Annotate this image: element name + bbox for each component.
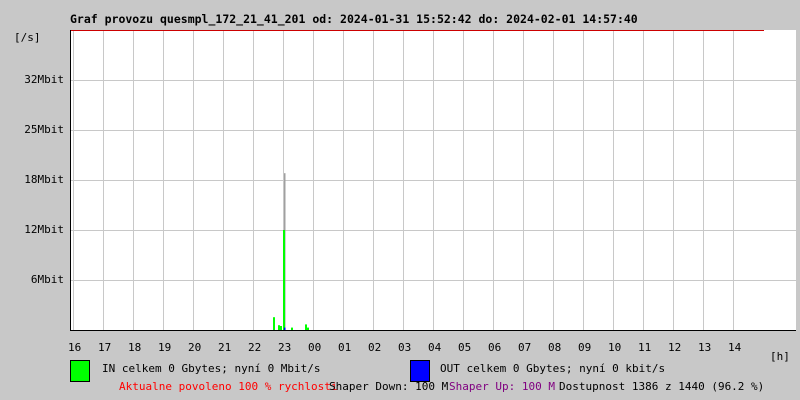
x-tick-label: 06 — [488, 341, 502, 354]
bar-out — [284, 327, 286, 330]
y-tick-label: 18Mbit — [24, 173, 64, 186]
bar-in — [273, 317, 275, 330]
x-tick-label: 01 — [338, 341, 352, 354]
y-tick-label: 32Mbit — [24, 73, 64, 86]
in-legend-swatch — [70, 360, 90, 382]
x-tick-label: 02 — [368, 341, 382, 354]
y-axis-label: [/s] — [14, 31, 41, 44]
x-tick-label: 08 — [548, 341, 562, 354]
bar-in — [280, 326, 282, 330]
x-tick-label: 17 — [98, 341, 112, 354]
out-legend-text: OUT celkem 0 Gbytes; nyní 0 kbit/s — [440, 362, 666, 375]
bar-in — [283, 230, 285, 330]
x-tick-label: 07 — [518, 341, 532, 354]
x-tick-label: 03 — [398, 341, 412, 354]
x-tick-label: 13 — [698, 341, 712, 354]
x-tick-label: 09 — [578, 341, 592, 354]
x-tick-label: 10 — [608, 341, 622, 354]
y-tick-label: 25Mbit — [24, 123, 64, 136]
x-tick-label: 05 — [458, 341, 472, 354]
x-tick-label: 20 — [188, 341, 202, 354]
x-tick-label: 04 — [428, 341, 442, 354]
x-tick-label: 18 — [128, 341, 142, 354]
out-legend-swatch — [410, 360, 430, 382]
x-tick-label: 21 — [218, 341, 232, 354]
x-tick-label: 19 — [158, 341, 172, 354]
bar-in — [305, 324, 307, 330]
x-tick-label: 23 — [278, 341, 292, 354]
shaper-up-text: Shaper Up: 100 M — [449, 380, 555, 393]
x-tick-label: 12 — [668, 341, 682, 354]
in-legend-text: IN celkem 0 Gbytes; nyní 0 Mbit/s — [102, 362, 321, 375]
chart-title: Graf provozu quesmpl_172_21_41_201 od: 2… — [70, 12, 638, 26]
bar-in — [278, 325, 280, 330]
x-axis-label: [h] — [770, 350, 790, 363]
bar-in — [307, 327, 309, 330]
x-tick-label: 11 — [638, 341, 652, 354]
x-tick-label: 16 — [68, 341, 82, 354]
allowed-speed-text: Aktualne povoleno 100 % rychlosti — [119, 380, 338, 393]
x-tick-label: 14 — [728, 341, 742, 354]
y-tick-label: 12Mbit — [24, 223, 64, 236]
x-tick-label: 00 — [308, 341, 322, 354]
bar-in — [291, 327, 293, 330]
x-tick-label: 22 — [248, 341, 262, 354]
shaper-down-text: Shaper Down: 100 M — [329, 380, 449, 393]
availability-text: Dostupnost 1386 z 1440 (96.2 %) — [559, 380, 765, 393]
y-tick-label: 6Mbit — [30, 273, 64, 286]
